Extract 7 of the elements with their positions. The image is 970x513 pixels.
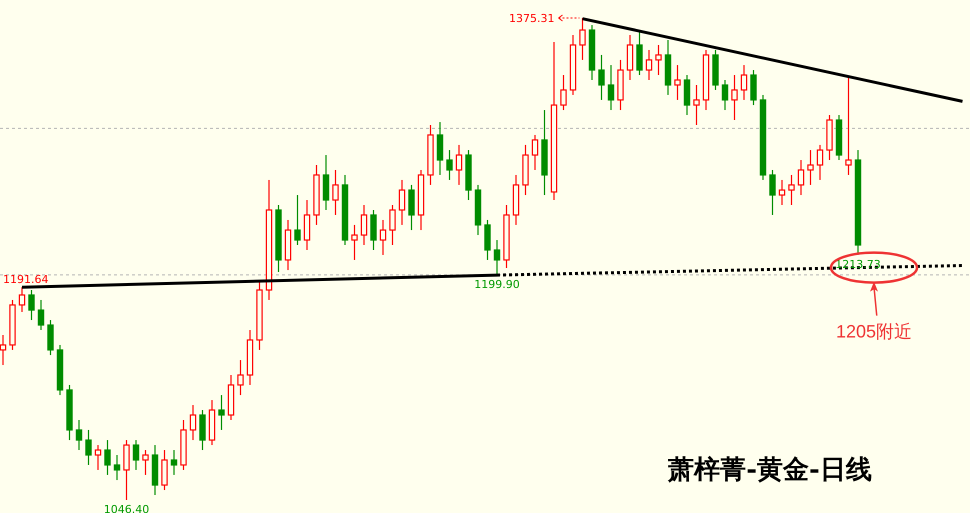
annotation: 1046.40: [104, 503, 150, 513]
text: 萧梓菁-黄金-日线: [667, 455, 872, 485]
annotation: 1191.64: [3, 273, 48, 286]
annotation: 1213.73: [835, 258, 881, 271]
annotation: 1199.90: [474, 278, 520, 292]
annotation: 1375.31: [509, 12, 554, 25]
annotation: 1205附近: [836, 322, 912, 342]
